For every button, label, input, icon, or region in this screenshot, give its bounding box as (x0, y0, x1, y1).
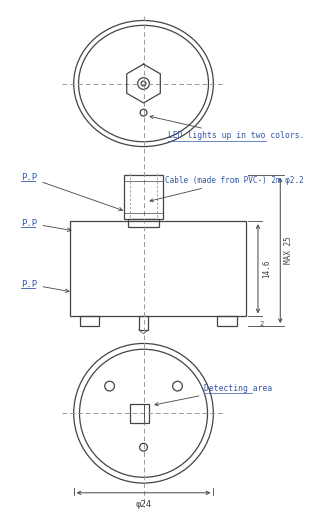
Text: LED lights up in two colors.: LED lights up in two colors. (150, 116, 304, 140)
Bar (139, 316, 149, 330)
Bar (80, 316, 99, 326)
Bar (70, 221, 246, 316)
Bar (130, 404, 149, 423)
Text: φ24: φ24 (135, 499, 152, 508)
Bar (217, 316, 237, 326)
Text: MAX 25: MAX 25 (284, 236, 293, 264)
Text: P.P: P.P (21, 173, 123, 211)
Text: P.P: P.P (21, 219, 71, 232)
Text: Cable (made from PVC-) 2m φ2.2: Cable (made from PVC-) 2m φ2.2 (150, 176, 304, 202)
Text: 2: 2 (260, 321, 264, 327)
Text: P.P: P.P (21, 280, 69, 292)
Text: 14.6: 14.6 (262, 259, 271, 278)
Text: Detecting area: Detecting area (155, 383, 272, 406)
Bar (128, 219, 159, 227)
Bar (124, 175, 163, 219)
